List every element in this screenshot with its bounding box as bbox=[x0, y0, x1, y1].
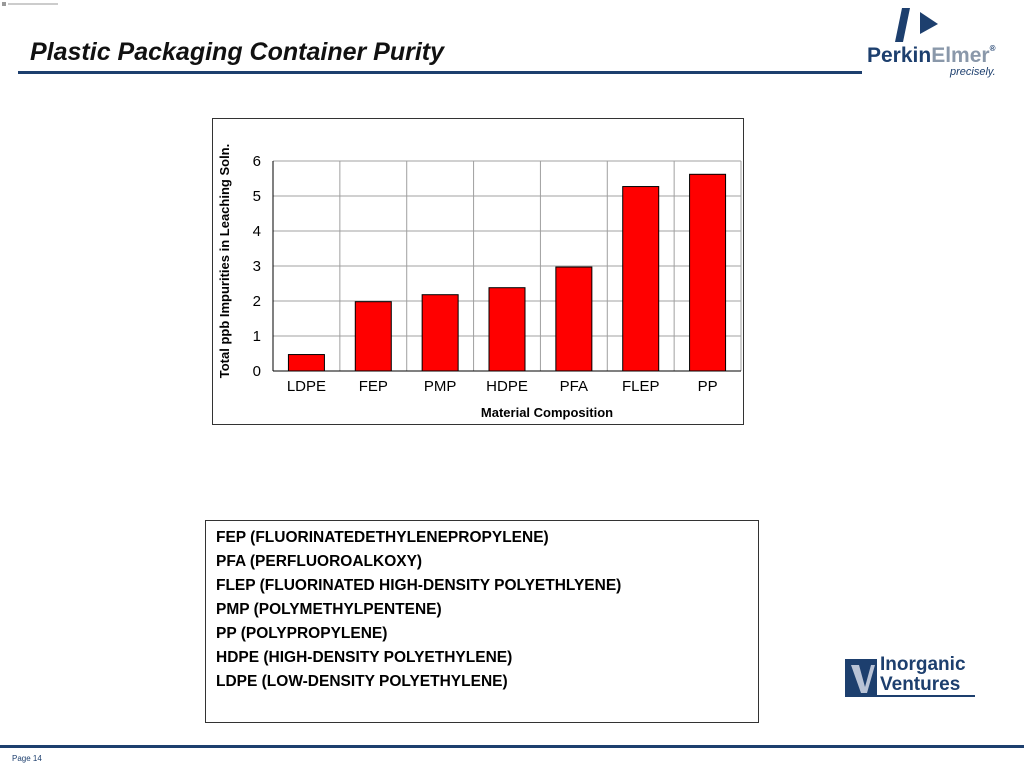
bar-hdpe bbox=[488, 287, 526, 372]
bar-flep bbox=[622, 186, 660, 372]
title-divider bbox=[18, 71, 862, 74]
perkinelmer-wordmark: PerkinElmer® bbox=[867, 44, 995, 68]
legend-line-pmp: PMP (POLYMETHYLPENTENE) bbox=[216, 601, 442, 618]
x-axis-label: Material Composition bbox=[481, 405, 613, 420]
x-tick-label: PMP bbox=[424, 378, 457, 395]
bar-fep bbox=[354, 301, 392, 372]
x-tick-label: HDPE bbox=[486, 378, 528, 395]
y-tick-label: 1 bbox=[253, 328, 261, 345]
y-tick-label: 4 bbox=[253, 223, 261, 240]
x-tick-label: PP bbox=[698, 378, 718, 395]
perkinelmer-symbol-icon bbox=[895, 8, 938, 42]
inorganic-ventures-emblem-icon bbox=[845, 659, 975, 697]
y-tick-label: 2 bbox=[253, 293, 261, 310]
page-number: Page 14 bbox=[12, 754, 42, 763]
header-mark bbox=[2, 2, 58, 6]
legend-line-fep: FEP (FLUORINATEDETHYLENEPROPYLENE) bbox=[216, 529, 549, 546]
registered-mark: ® bbox=[989, 44, 996, 53]
inorganic-text: Inorganic bbox=[880, 654, 966, 675]
bar-pp bbox=[689, 173, 727, 372]
ventures-text: Ventures bbox=[880, 674, 961, 695]
legend-line-flep: FLEP (FLUORINATED HIGH-DENSITY POLYETHLY… bbox=[216, 577, 622, 594]
perkinelmer-tagline: precisely. bbox=[950, 66, 996, 78]
inorganic-ventures-wordmark: Inorganic Ventures bbox=[880, 655, 966, 695]
chart-frame: 0 1 2 3 4 5 6 LDPE FEP PMP HDPE PFA FLEP PP Material C… bbox=[212, 118, 744, 425]
x-tick-label: FEP bbox=[359, 378, 388, 395]
y-tick-label: 5 bbox=[253, 188, 261, 205]
legend-line-pfa: PFA (PERFLUOROALKOXY) bbox=[216, 553, 423, 570]
bar-chart: 0 1 2 3 4 5 6 LDPE FEP PMP HDPE PFA FLEP PP Material C… bbox=[217, 144, 742, 420]
slide-title: Plastic Packaging Container Purity bbox=[30, 38, 445, 66]
y-axis-label: Total ppb Impurities in Leaching Soln. bbox=[217, 144, 232, 379]
y-tick-label: 3 bbox=[253, 258, 261, 275]
legend-line-hdpe: HDPE (HIGH-DENSITY POLYETHYLENE) bbox=[216, 649, 513, 666]
perkin-text: Perkin bbox=[867, 44, 932, 67]
y-tick-label: 6 bbox=[253, 153, 261, 170]
legend-line-pp: PP (POLYPROPYLENE) bbox=[216, 625, 388, 642]
footer-divider bbox=[0, 745, 1024, 748]
x-tick-label: FLEP bbox=[622, 378, 660, 395]
legend-line-ldpe: LDPE (LOW-DENSITY POLYETHYLENE) bbox=[216, 673, 508, 690]
bar-pmp bbox=[421, 294, 459, 372]
x-tick-label: LDPE bbox=[287, 378, 326, 395]
bar-ldpe bbox=[287, 354, 325, 372]
elmer-text: Elmer bbox=[931, 44, 990, 67]
y-tick-label: 0 bbox=[253, 363, 261, 380]
abbreviation-legend: FEP (FLUORINATEDETHYLENEPROPYLENE) PFA (… bbox=[205, 520, 759, 723]
x-tick-label: PFA bbox=[560, 378, 588, 395]
bar-pfa bbox=[555, 266, 593, 372]
